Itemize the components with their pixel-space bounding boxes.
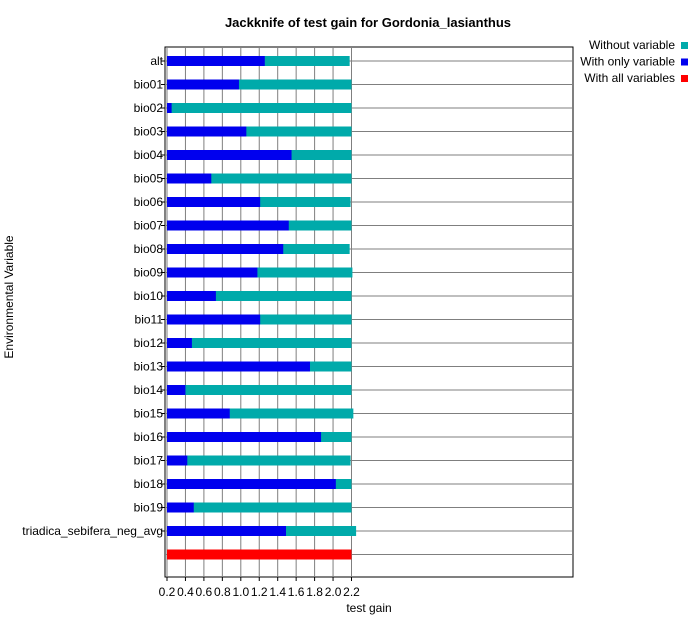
bar-with-only-variable (167, 314, 261, 325)
bars (167, 56, 357, 560)
bar-with-only-variable (167, 385, 186, 395)
chart-title: Jackknife of test gain for Gordonia_lasi… (225, 15, 511, 30)
category-label: bio08 (134, 242, 164, 256)
bar-without-variable (167, 385, 352, 395)
category-label: bio03 (134, 125, 164, 139)
bar-with-only-variable (167, 220, 289, 231)
category-label: bio06 (134, 195, 164, 209)
category-label: bio19 (134, 501, 164, 515)
x-tick-label: 0.2 (159, 585, 176, 599)
legend-label: Without variable (589, 38, 675, 52)
category-label: bio02 (134, 101, 164, 115)
bar-without-variable (167, 267, 353, 278)
legend-swatch (681, 42, 688, 49)
x-axis-label: test gain (346, 601, 391, 615)
category-label: bio04 (134, 148, 164, 162)
category-label: bio16 (134, 430, 164, 444)
bar-without-variable (167, 338, 352, 348)
category-label: bio12 (134, 336, 164, 350)
category-label: bio09 (134, 266, 164, 280)
bar-with-only-variable (167, 244, 284, 254)
legend-swatch (681, 75, 688, 82)
x-tick-label: 1.6 (288, 585, 305, 599)
bar-without-variable (167, 79, 352, 90)
bar-with-only-variable (167, 291, 216, 301)
x-tick-label: 1.8 (306, 585, 323, 599)
category-label: bio14 (134, 383, 164, 397)
category-labels: alt bio01 bio02 bio03 bio04 bio05 bio06 bio07 bi… (22, 54, 165, 538)
bar-with-only-variable (167, 103, 172, 113)
category-label: alt (150, 54, 163, 68)
bar-without-variable (167, 291, 352, 301)
x-tick-label: 1.0 (232, 585, 249, 599)
bar-with-only-variable (167, 502, 194, 513)
legend: Without variable With only variable With a… (580, 38, 688, 85)
legend-label: With all variables (584, 71, 675, 85)
category-label: bio18 (134, 477, 164, 491)
bar-without-variable (167, 103, 352, 113)
y-axis-label: Environmental Variable (2, 235, 16, 359)
category-label: bio01 (134, 78, 164, 92)
bar-with-only-variable (167, 173, 212, 184)
bar-with-only-variable (167, 408, 230, 419)
legend-label: With only variable (580, 55, 675, 69)
category-label: bio17 (134, 454, 164, 468)
bar-with-only-variable (167, 79, 239, 90)
category-label: bio15 (134, 407, 164, 421)
x-tick-label: 0.4 (177, 585, 194, 599)
bar-with-only-variable (167, 361, 310, 372)
bar-with-only-variable (167, 526, 287, 536)
bar-without-variable (167, 408, 354, 419)
bar-without-variable (167, 126, 352, 137)
bar-with-only-variable (167, 338, 192, 348)
category-label: bio11 (135, 313, 164, 327)
category-label: bio10 (134, 289, 164, 303)
bar-with-only-variable (167, 150, 292, 160)
x-tick-label: 1.4 (269, 585, 286, 599)
x-tick-label: 2.2 (343, 585, 360, 599)
x-tick-label: 2.0 (325, 585, 342, 599)
bar-with-only-variable (167, 56, 265, 66)
bar-without-variable (167, 455, 351, 466)
bar-with-only-variable (167, 126, 247, 137)
category-label: triadica_sebifera_neg_avg (22, 524, 163, 538)
category-label: bio05 (134, 172, 164, 186)
x-tick-label: 0.8 (214, 585, 231, 599)
bar-without-variable (167, 173, 352, 184)
bar-with-only-variable (167, 455, 188, 466)
bar-with-only-variable (167, 479, 336, 489)
bar-with-only-variable (167, 267, 258, 278)
category-label: bio13 (134, 360, 164, 374)
bar-without-variable (167, 502, 352, 513)
x-tick-label: 1.2 (251, 585, 268, 599)
bar-with-all-variables (167, 549, 352, 560)
x-axis: 0.2 0.4 0.6 0.8 1.0 1.2 1.4 1.6 1.8 2.0 2.2 (159, 577, 360, 599)
x-tick-label: 0.6 (196, 585, 213, 599)
legend-swatch (681, 58, 688, 66)
bar-with-only-variable (167, 197, 261, 207)
bar-with-only-variable (167, 432, 322, 442)
category-label: bio07 (134, 219, 164, 233)
